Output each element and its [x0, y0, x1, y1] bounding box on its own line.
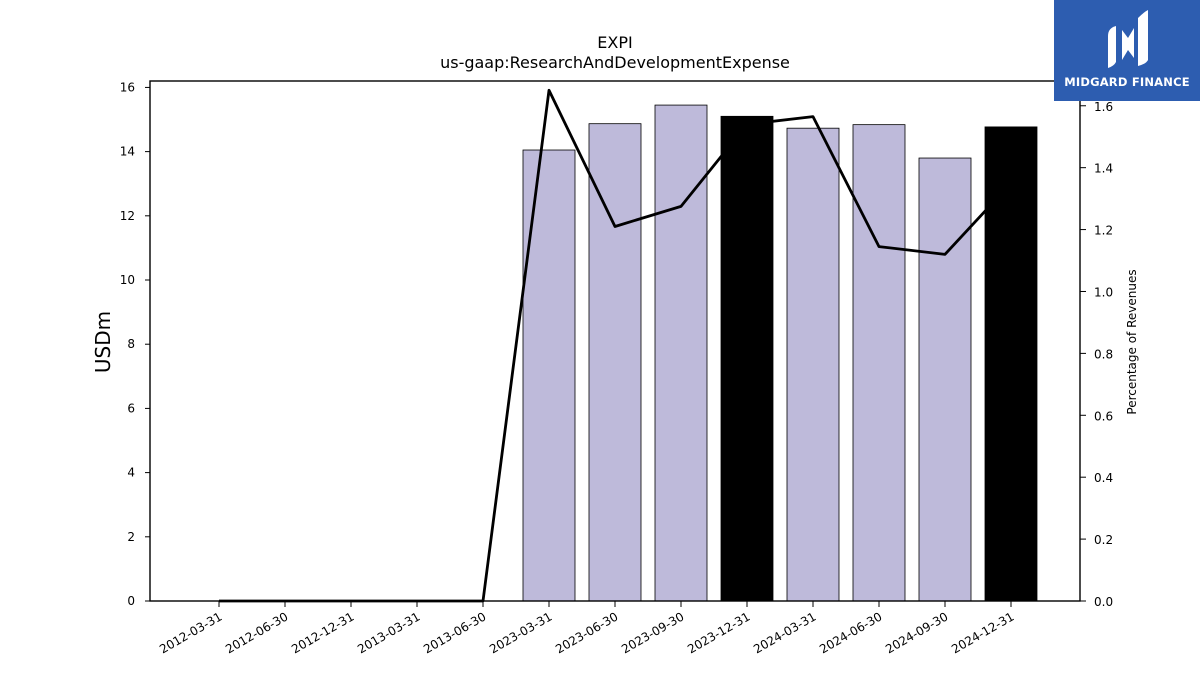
- x-tick-label: 2012-06-30: [223, 609, 290, 656]
- x-tick-label: 2012-12-31: [289, 609, 356, 656]
- y-axis-label: USDm: [91, 311, 115, 373]
- y2-tick-label: 0.8: [1094, 347, 1113, 361]
- y-tick-label: 8: [127, 337, 135, 351]
- x-tick-label: 2023-06-30: [553, 609, 620, 656]
- bar: [984, 126, 1038, 602]
- chart-title: EXPI: [597, 33, 632, 52]
- x-tick-label: 2024-12-31: [949, 609, 1016, 656]
- x-tick-label: 2023-03-31: [487, 609, 554, 656]
- x-tick-label: 2024-03-31: [751, 609, 818, 656]
- y-tick-label: 4: [127, 466, 135, 480]
- y-tick-label: 2: [127, 530, 135, 544]
- bar: [522, 149, 576, 602]
- brand-mark-icon: [1108, 10, 1148, 68]
- y-tick-label: 6: [127, 401, 135, 415]
- chart-subtitle: us-gaap:ResearchAndDevelopmentExpense: [440, 53, 790, 72]
- y-tick-label: 0: [127, 594, 135, 608]
- y-tick-label: 12: [120, 209, 135, 223]
- x-tick-label: 2024-06-30: [817, 609, 884, 656]
- x-tick-label: 2024-09-30: [883, 609, 950, 656]
- y2-tick-label: 1.6: [1094, 100, 1113, 114]
- y2-tick-label: 0.2: [1094, 533, 1113, 547]
- x-tick-label: 2013-06-30: [421, 609, 488, 656]
- x-tick-label: 2023-12-31: [685, 609, 752, 656]
- bar: [918, 157, 972, 602]
- y2-tick-label: 0.4: [1094, 471, 1113, 485]
- x-tick-label: 2013-03-31: [355, 609, 422, 656]
- y2-tick-label: 0.6: [1094, 409, 1113, 423]
- brand-logo: MIDGARD FINANCE: [1054, 0, 1200, 101]
- y-tick-label: 10: [120, 273, 135, 287]
- y2-tick-label: 0.0: [1094, 595, 1113, 609]
- bar-series: [522, 104, 1038, 602]
- y-tick-label: 16: [120, 80, 135, 94]
- bar: [654, 104, 708, 602]
- brand-name: MIDGARD FINANCE: [1064, 75, 1190, 89]
- bar: [786, 127, 840, 602]
- y2-tick-label: 1.0: [1094, 285, 1113, 299]
- bar: [852, 124, 906, 602]
- x-tick-label: 2023-09-30: [619, 609, 686, 656]
- y2-axis-label: Percentage of Revenues: [1125, 269, 1139, 414]
- bar: [720, 115, 774, 602]
- y-tick-label: 14: [120, 145, 135, 159]
- y2-tick-label: 1.4: [1094, 162, 1113, 176]
- y2-tick-label: 1.2: [1094, 224, 1113, 238]
- bar: [588, 123, 642, 602]
- x-tick-label: 2012-03-31: [157, 609, 224, 656]
